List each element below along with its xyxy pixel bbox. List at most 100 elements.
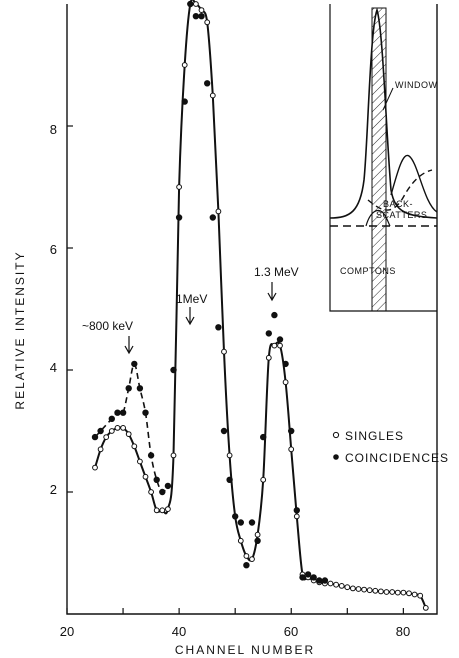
singles-point — [277, 342, 283, 349]
coincidences-point — [187, 0, 194, 8]
y-tick-label-8: 8 — [50, 122, 57, 137]
coincidences-point — [114, 409, 121, 416]
singles-point — [181, 62, 188, 68]
coincidences-point — [293, 507, 300, 514]
coincidences-point — [209, 214, 217, 221]
inset-frame — [329, 4, 437, 312]
coincidences-point — [175, 214, 183, 221]
coincidences-point — [316, 577, 323, 584]
coincidences-point — [265, 330, 272, 337]
singles-point — [125, 431, 132, 438]
singles-point — [215, 208, 222, 215]
singles-point — [406, 590, 412, 597]
coincidences-point — [170, 366, 177, 374]
coincidences-point — [248, 519, 256, 526]
singles-point — [282, 379, 289, 386]
singles-point — [344, 584, 351, 591]
coincidences-point — [91, 433, 99, 441]
coincidences-point — [282, 360, 289, 368]
singles-point — [249, 556, 255, 562]
coincidences-point — [321, 577, 329, 584]
coincidences-point — [237, 519, 245, 526]
annotation-1.3mev-arrow — [267, 282, 277, 302]
y-tick-label-4: 4 — [50, 360, 57, 375]
inset-dashed-continuum — [367, 169, 433, 211]
coincidences-point — [131, 360, 138, 368]
y-tick-label-2: 2 — [50, 482, 57, 497]
singles-point — [394, 589, 401, 596]
legend-coincidences-marker — [333, 454, 339, 460]
coincidences-point — [215, 324, 222, 331]
singles-point — [271, 342, 278, 349]
coincidences-point — [192, 13, 200, 20]
annotation-1mev: 1MeV — [176, 292, 207, 306]
coincidences-point — [181, 98, 188, 105]
singles-point — [193, 1, 199, 7]
x-tick-label-80: 80 — [396, 624, 410, 639]
singles-point — [204, 19, 211, 26]
coincidences-point — [125, 385, 132, 392]
inset-label-comptons: COMPTONS — [340, 266, 396, 276]
singles-point — [366, 587, 373, 594]
singles-point — [176, 184, 183, 190]
coincidences-dashed-curve — [94, 363, 169, 493]
coincidences-point — [164, 482, 172, 490]
singles-point — [327, 580, 334, 587]
singles-points — [92, 1, 429, 611]
annotation-800kev: ~800 keV — [82, 319, 133, 333]
inset-main-peak — [330, 7, 437, 219]
singles-point — [372, 587, 379, 594]
coincidences-point — [276, 336, 284, 343]
singles-point — [243, 553, 250, 559]
singles-point — [170, 452, 177, 459]
coincidences-point — [271, 311, 278, 319]
singles-point — [260, 476, 267, 483]
plot-frame — [66, 4, 438, 615]
coincidences-points — [91, 0, 329, 584]
coincidences-point — [136, 385, 144, 392]
singles-point — [209, 92, 216, 99]
inset-window-pointer — [382, 87, 394, 111]
coincidences-point — [97, 427, 104, 435]
annotation-1mev-arrow — [185, 307, 195, 326]
x-tick-label-40: 40 — [172, 624, 186, 639]
coincidences-point — [159, 488, 166, 496]
inset-secondary-peak — [390, 154, 437, 213]
singles-point — [159, 507, 166, 514]
inset-backscatter-bump — [365, 209, 391, 227]
singles-point — [417, 592, 424, 599]
legend-singles-marker — [332, 431, 340, 439]
x-tick-label-20: 20 — [60, 624, 74, 639]
singles-point — [350, 585, 356, 592]
coincidences-point — [147, 452, 155, 459]
inset-label-scatters: SCATTERS — [376, 210, 427, 220]
singles-point — [198, 7, 205, 14]
singles-point — [378, 588, 384, 595]
singles-point — [137, 458, 143, 465]
coincidences-point — [153, 476, 160, 483]
singles-point — [333, 581, 340, 588]
singles-point — [422, 605, 429, 611]
coincidences-point — [288, 427, 295, 435]
coincidences-point — [198, 13, 205, 20]
inset-label-back: BACK- — [383, 199, 413, 209]
coincidences-point — [254, 537, 261, 544]
singles-point — [97, 446, 104, 453]
coincidences-point — [108, 415, 116, 422]
x-axis-title: CHANNEL NUMBER — [175, 643, 315, 657]
coincidences-point — [226, 476, 233, 483]
axis-ticks — [66, 125, 404, 614]
singles-point — [288, 446, 295, 453]
inset-diagram: WINDOW BACK- SCATTERS COMPTONS — [329, 4, 437, 312]
coincidences-point — [310, 574, 317, 581]
coincidences-point — [304, 571, 312, 578]
singles-point — [153, 507, 160, 514]
singles-point — [254, 531, 261, 538]
singles-point — [411, 591, 418, 598]
singles-point — [114, 425, 121, 431]
coincidences-point — [142, 409, 149, 416]
singles-point — [355, 586, 362, 592]
coincidences-point — [220, 427, 228, 435]
singles-point — [226, 452, 233, 459]
singles-point — [383, 589, 390, 595]
